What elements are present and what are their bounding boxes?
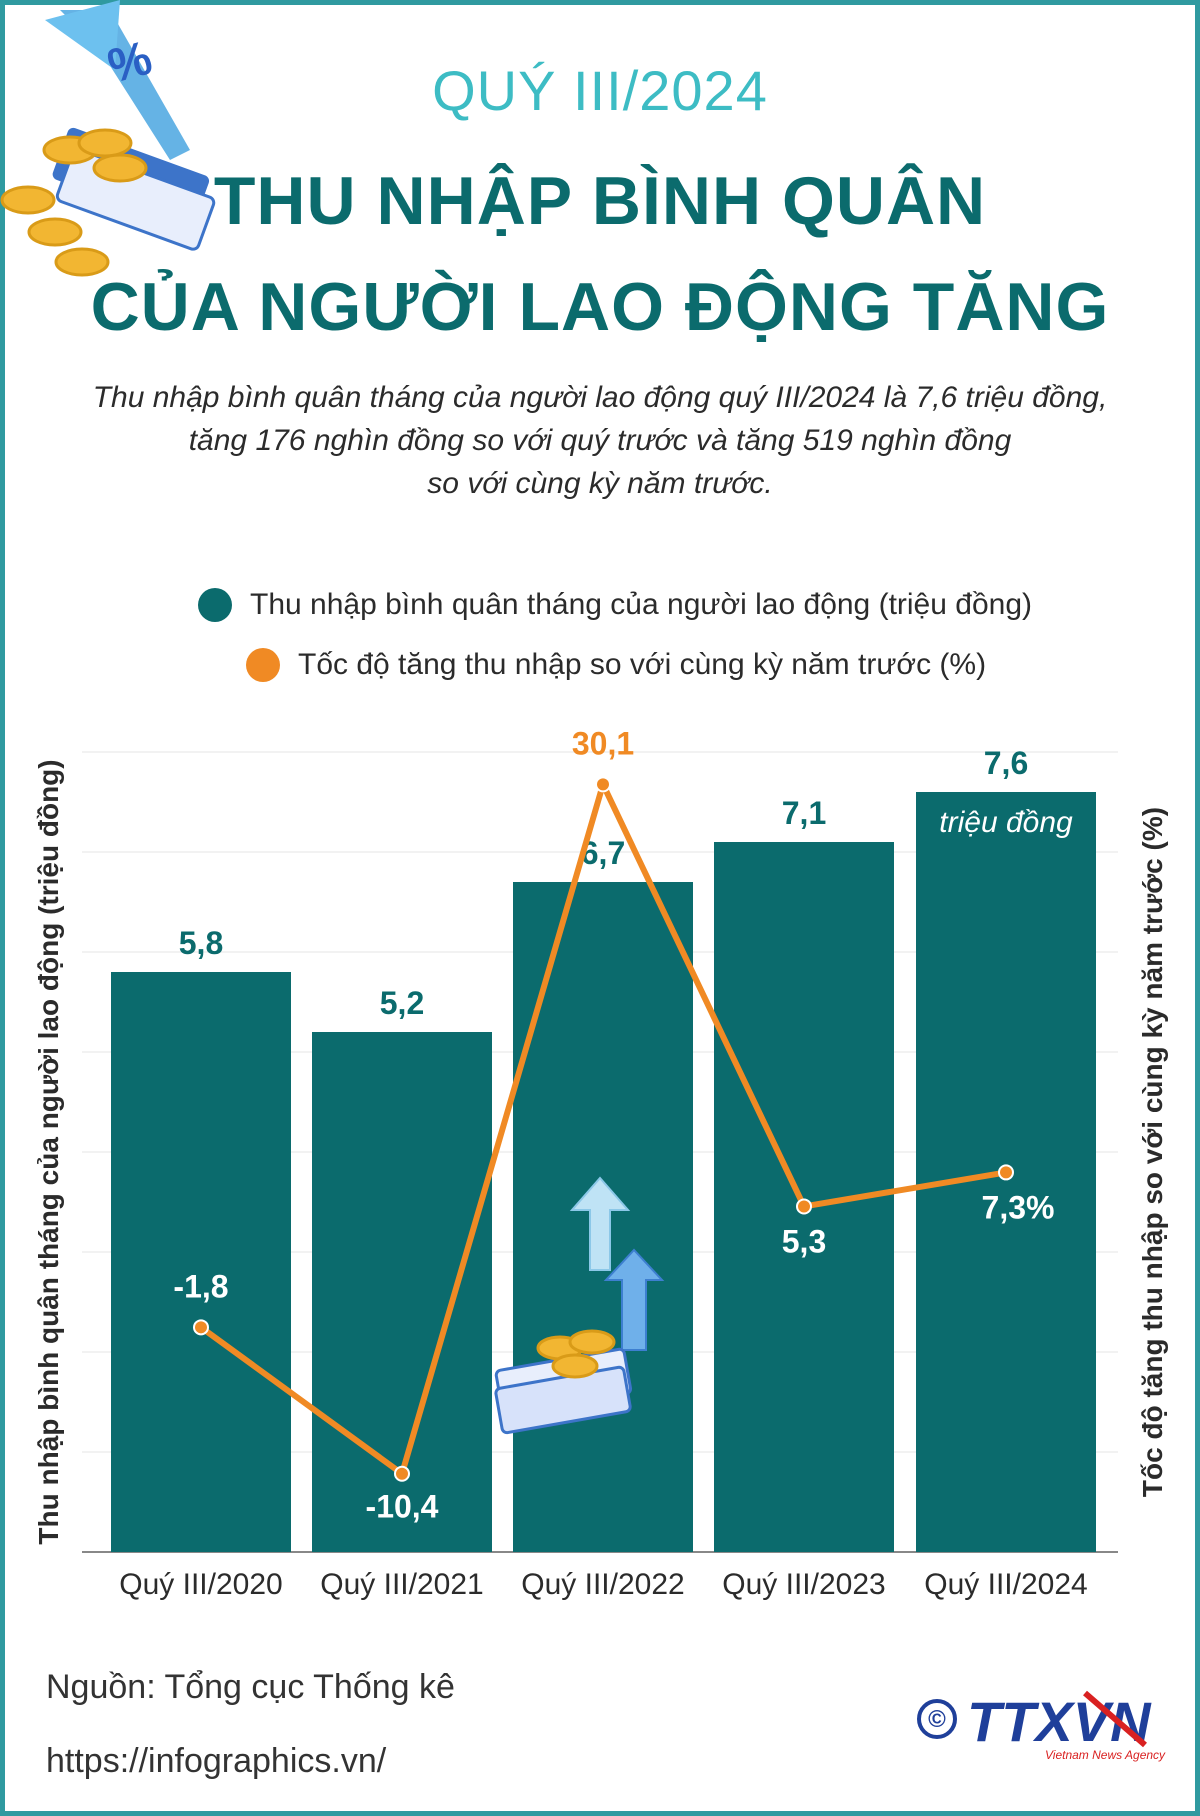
logo-text: TTXVN bbox=[967, 1690, 1152, 1753]
logo-subtext: Vietnam News Agency bbox=[1045, 1748, 1166, 1762]
subtitle-line-1: Thu nhập bình quân tháng của người lao đ… bbox=[92, 381, 1108, 414]
category-label-5: Quý III/2024 bbox=[924, 1568, 1087, 1601]
growth-label-4: 5,3 bbox=[782, 1223, 826, 1259]
growth-point-4 bbox=[796, 1198, 812, 1215]
legend-item-growth: Tốc độ tăng thu nhập so với cùng kỳ năm … bbox=[246, 645, 986, 685]
growth-point-1 bbox=[193, 1319, 209, 1336]
bar-label-1: 5,8 bbox=[179, 925, 223, 961]
y-axis-title-left: Thu nhập bình quân tháng của người lao đ… bbox=[33, 759, 64, 1544]
legend-dot-teal bbox=[198, 588, 232, 622]
money-arrows-illustration bbox=[494, 1176, 665, 1435]
bar-label-2: 5,2 bbox=[380, 985, 424, 1021]
bar-label-4: 7,1 bbox=[782, 795, 826, 831]
subtitle-line-3: so với cùng kỳ năm trước. bbox=[427, 467, 773, 500]
category-label-2: Quý III/2021 bbox=[320, 1568, 483, 1601]
source-note: Nguồn: Tổng cục Thống kê bbox=[46, 1668, 455, 1706]
category-label-4: Quý III/2023 bbox=[722, 1568, 885, 1601]
money-percent-illustration: % bbox=[0, 0, 216, 277]
quarter-label: QUÝ III/2024 bbox=[432, 59, 768, 122]
category-label-3: Quý III/2022 bbox=[521, 1568, 684, 1601]
growth-label-5: 7,3% bbox=[982, 1189, 1055, 1225]
legend-item-income: Thu nhập bình quân tháng của người lao đ… bbox=[198, 585, 1032, 625]
growth-label-1: -1,8 bbox=[173, 1268, 228, 1304]
bar-unit-label: triệu đồng bbox=[939, 806, 1073, 839]
title-line-2: CỦA NGƯỜI LAO ĐỘNG TĂNG bbox=[90, 269, 1110, 345]
category-label-1: Quý III/2020 bbox=[119, 1568, 282, 1601]
copyright-symbol: © bbox=[928, 1706, 946, 1733]
ttxvn-logo: © TTXVN Vietnam News Agency bbox=[917, 1690, 1166, 1762]
legend-label-income: Thu nhập bình quân tháng của người lao đ… bbox=[250, 588, 1032, 621]
source-url: https://infographics.vn/ bbox=[46, 1742, 387, 1780]
title-line-1: THU NHẬP BÌNH QUÂN bbox=[213, 163, 987, 239]
legend-label-growth: Tốc độ tăng thu nhập so với cùng kỳ năm … bbox=[298, 648, 987, 681]
copyright-icon bbox=[917, 1699, 957, 1739]
growth-label-3: 30,1 bbox=[572, 725, 634, 761]
growth-point-5 bbox=[998, 1164, 1014, 1181]
growth-point-2 bbox=[394, 1465, 410, 1482]
growth-point-3 bbox=[595, 776, 611, 793]
bar-label-5: 7,6 bbox=[984, 745, 1028, 781]
legend-dot-orange bbox=[246, 648, 280, 682]
growth-label-2: -10,4 bbox=[366, 1489, 439, 1525]
y-axis-title-right: Tốc độ tăng thu nhập so với cùng kỳ năm … bbox=[1137, 807, 1168, 1497]
bar-1 bbox=[111, 972, 291, 1552]
subtitle-line-2: tăng 176 nghìn đồng so với quý trước và … bbox=[188, 424, 1012, 457]
